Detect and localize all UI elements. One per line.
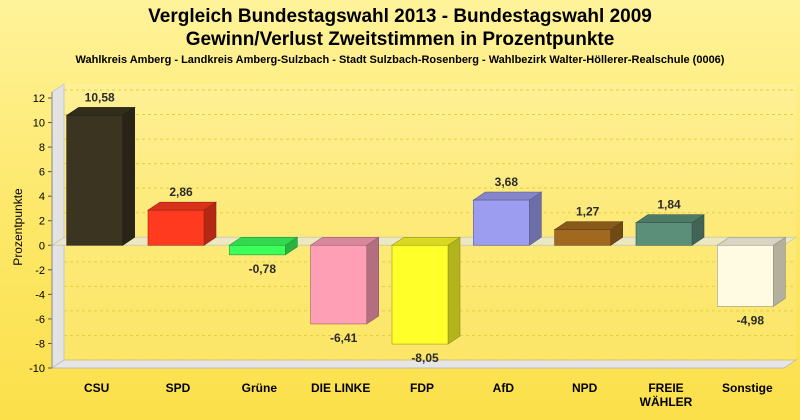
bar-side [122, 106, 135, 246]
bar-top [147, 201, 217, 211]
chart-title: Vergleich Bundestagswahl 2013 - Bundesta… [148, 6, 652, 27]
bar-top [391, 236, 461, 246]
x-tick-label: WÄHLER [640, 394, 693, 409]
bar [554, 229, 611, 246]
bar [229, 244, 286, 256]
bar-side [366, 236, 379, 325]
bar-top [553, 221, 624, 230]
y-tick-label: 12 [33, 93, 45, 105]
data-label: 1,84 [657, 198, 681, 212]
y-tick-label: 8 [39, 142, 45, 154]
chart-title-line2: Gewinn/Verlust Zweitstimmen in Prozentpu… [185, 29, 615, 50]
y-tick-label: -8 [35, 338, 45, 350]
x-tick-label: AfD [493, 381, 515, 395]
bar [391, 244, 449, 345]
y-tick-label: 2 [39, 216, 45, 228]
bar-top [228, 236, 299, 246]
bar-top [635, 214, 705, 223]
data-label: 1,27 [576, 205, 600, 219]
bar-side [529, 191, 542, 246]
y-tick-label: -4 [35, 289, 45, 301]
bar [310, 244, 367, 325]
y-tick-label: -10 [29, 363, 45, 375]
data-label: -6,41 [330, 331, 358, 345]
bar-top [472, 191, 543, 201]
data-label: 10,58 [85, 90, 115, 104]
bar-top [309, 236, 380, 246]
y-tick-label: 0 [39, 240, 45, 252]
data-label: 3,68 [495, 175, 519, 189]
y-tick-label: -2 [35, 265, 45, 277]
bar-side [447, 236, 461, 345]
x-tick-label: SPD [166, 381, 191, 395]
plot-side-wall [51, 83, 65, 369]
plot-back-wall [64, 84, 796, 360]
plot-floor [50, 359, 798, 369]
bar [635, 222, 693, 246]
chart-subtitle: Wahlkreis Amberg - Landkreis Amberg-Sulz… [75, 54, 725, 66]
y-axis-label: Prozentpunkte [11, 188, 25, 266]
y-tick-label: -6 [35, 314, 45, 326]
data-label: 2,86 [169, 185, 193, 199]
y-tick-label: 6 [39, 167, 45, 179]
x-tick-label: FREIE [648, 381, 683, 395]
bar-side [773, 236, 786, 307]
x-tick-label: Grüne [242, 381, 278, 395]
bar-top [65, 107, 136, 116]
bar [147, 209, 205, 246]
bar [473, 199, 530, 246]
x-tick-label: DIE LINKE [311, 381, 370, 395]
bar-top [716, 236, 787, 246]
data-label: -4,98 [737, 313, 765, 327]
x-tick-label: FDP [410, 381, 434, 395]
y-tick-label: 4 [39, 191, 45, 203]
x-tick-label: CSU [84, 381, 109, 395]
x-tick-label: Sonstige [722, 381, 773, 395]
x-tick-label: NPD [572, 381, 598, 395]
data-label: -0,78 [249, 262, 277, 276]
bar [717, 244, 774, 307]
y-tick-label: 10 [33, 118, 45, 130]
data-label: -8,05 [411, 351, 439, 365]
bar [66, 115, 123, 246]
